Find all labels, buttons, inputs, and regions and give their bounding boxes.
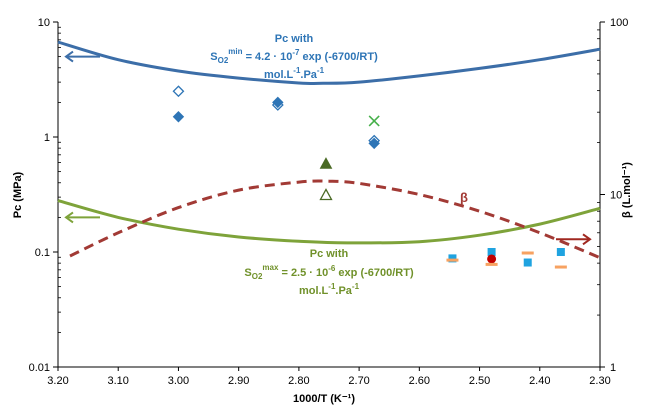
square-point bbox=[556, 248, 565, 256]
y2-tick-label: 10 bbox=[610, 190, 622, 202]
blue-annotation-line3: mol.L-1.Pa-1 bbox=[264, 66, 325, 81]
axis-arrows bbox=[64, 50, 592, 246]
diamond-filled-point bbox=[172, 111, 185, 123]
x-tick-label: 3.20 bbox=[47, 375, 68, 387]
dash-point bbox=[554, 265, 567, 269]
x-tick-label: 2.50 bbox=[469, 375, 490, 387]
beta-right-arrow-head bbox=[582, 233, 592, 246]
dash-point bbox=[485, 262, 498, 266]
green-annotation-line3: mol.L-1.Pa-1 bbox=[299, 282, 360, 297]
data-points bbox=[172, 85, 567, 269]
x-tick-label: 3.10 bbox=[108, 375, 129, 387]
y2-tick-label: 1 bbox=[610, 362, 616, 374]
x-tick-label: 2.40 bbox=[529, 375, 550, 387]
x-tick-label: 2.30 bbox=[589, 375, 610, 387]
green-annotation-line2: SO2max = 2.5 · 10-6 exp (-6700/RT) bbox=[244, 263, 414, 281]
y-tick-label: 0.1 bbox=[35, 247, 50, 259]
beta-curve bbox=[69, 179, 601, 260]
axes bbox=[53, 21, 605, 371]
diamond-open-point bbox=[172, 85, 185, 98]
y-tick-label: 0.01 bbox=[29, 362, 50, 374]
blue-curve-annotation: Pc with SO2min = 4.2 · 10-7 exp (-6700/R… bbox=[210, 33, 378, 81]
beta-right-arrow bbox=[556, 233, 592, 246]
square-point bbox=[523, 258, 532, 267]
y2-tick-label: 100 bbox=[610, 17, 628, 29]
diamond-filled-point bbox=[368, 137, 380, 150]
triangle-open-point bbox=[319, 188, 333, 201]
triangle-filled-point bbox=[319, 157, 333, 169]
diamond-filled-point bbox=[272, 96, 284, 109]
beta-label: β bbox=[460, 190, 468, 205]
green-annotation-line1: Pc with bbox=[310, 248, 349, 260]
y-tick-label: 10 bbox=[38, 17, 50, 29]
green-curve-annotation: Pc with SO2max = 2.5 · 10-6 exp (-6700/R… bbox=[244, 248, 414, 297]
blue-left-arrow-head bbox=[64, 50, 74, 63]
square-point bbox=[448, 254, 457, 263]
blue-left-arrow bbox=[64, 50, 100, 63]
x-tick-label: 3.00 bbox=[168, 375, 189, 387]
green-left-arrow bbox=[64, 211, 100, 224]
x-point bbox=[368, 115, 380, 127]
tick-labels: 3.20 3.10 3.00 2.90 2.80 2.70 2.60 2.50 2.40 2.30… bbox=[29, 17, 629, 387]
square-point bbox=[487, 248, 496, 256]
circle-point bbox=[487, 254, 497, 264]
x-tick-label: 2.70 bbox=[348, 375, 369, 387]
y-tick-label: 1 bbox=[44, 132, 50, 144]
green-left-arrow-head bbox=[64, 211, 74, 224]
blue-annotation-line2: SO2min = 4.2 · 10-7 exp (-6700/RT) bbox=[210, 47, 378, 65]
x-tick-label: 2.80 bbox=[288, 375, 309, 387]
dash-point bbox=[446, 258, 459, 262]
x-tick-label: 2.90 bbox=[228, 375, 249, 387]
y2-axis-title: β (L.mol⁻¹) bbox=[621, 162, 633, 218]
blue-annotation-line1: Pc with bbox=[275, 33, 314, 45]
curves bbox=[57, 40, 601, 260]
dash-point bbox=[521, 251, 534, 255]
blue-curve bbox=[57, 40, 601, 86]
x-axis-title: 1000/T (K⁻¹) bbox=[293, 393, 355, 405]
x-tick-label: 2.60 bbox=[409, 375, 430, 387]
y-axis-title: Pc (MPa) bbox=[12, 171, 24, 218]
green-curve bbox=[57, 199, 601, 245]
